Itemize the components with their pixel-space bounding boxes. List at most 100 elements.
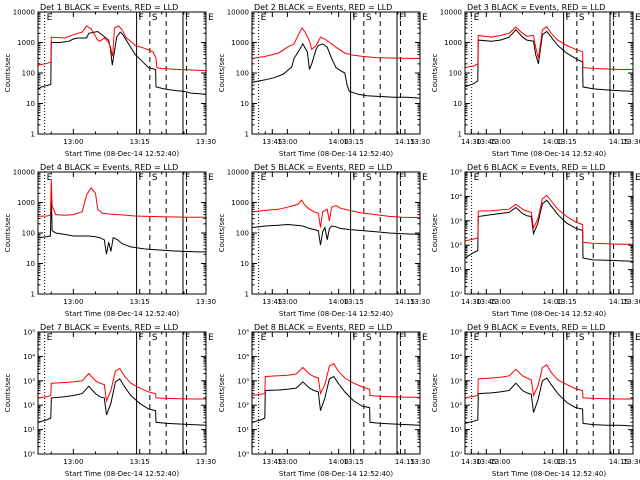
x-tick-label: 13:15 [130,458,150,466]
x-tick-label: 13:30 [196,458,216,466]
y-tick-label: 100 [22,230,35,238]
panel-title: Det 7 BLACK = Events, RED = LLD [40,323,178,332]
time-marker-label: E [47,333,53,343]
y-tick-label: 10⁰ [450,451,462,459]
y-tick-label: 10² [23,402,35,410]
chart-panel-det-5: Det 5 BLACK = Events, RED = LLD Counts/se… [218,163,629,318]
y-tick-label: 1000 [231,39,249,47]
x-axis-label: Start Time (08-Dec-14 12:52:40) [65,310,179,318]
series-events [252,223,420,246]
series-group [465,194,633,262]
x-tick-label: 13:30 [623,138,640,146]
series-group [252,26,420,99]
y-tick-label: 10⁴ [23,353,35,361]
time-marker-label: S [579,333,585,343]
plot-frame [251,11,421,135]
y-tick-label: 100 [236,70,249,78]
y-tick-label: 1000 [231,199,249,207]
y-tick-label: 10 [26,260,35,268]
series-events [38,193,206,255]
time-marker-label: E [208,173,214,183]
y-tick-label: 1000 [444,39,462,47]
series-group [465,364,633,427]
plot-frame [37,331,207,455]
panel-title: Det 9 BLACK = Events, RED = LLD [467,323,605,332]
y-tick-label: 10⁴ [450,353,462,361]
x-tick-label: 13:30 [410,298,430,306]
plot-frame [251,331,421,455]
x-tick-label: 14:00 [543,458,563,466]
time-marker-label: F [185,13,190,23]
series-group [38,25,206,95]
chart-panel-det-8: Det 8 BLACK = Events, RED = LLD Counts/se… [218,323,629,478]
series-group [465,25,633,92]
chart-panel-det-7: Det 7 BLACK = Events, RED = LLD Counts/se… [4,323,481,478]
x-axis-label: Start Time (08-Dec-14 12:52:40) [279,150,393,158]
time-marker-label: S [366,173,372,183]
chart-panel-det-4: Det 4 BLACK = Events, RED = LLD Counts/se… [4,163,481,318]
series-events [38,30,206,95]
y-axis-label: Counts/sec [431,374,439,413]
x-tick-label: 13:00 [490,298,510,306]
x-tick-label: 13:30 [410,138,430,146]
series-lld [465,364,633,400]
x-tick-label: 13:00 [63,458,83,466]
series-lld [465,25,633,70]
x-tick-label: 14:15 [395,298,415,306]
x-tick-label: 13:15 [344,458,364,466]
x-tick-label: 13:45 [262,298,282,306]
x-tick-label: 13:00 [277,458,297,466]
x-axis-label: Start Time (08-Dec-14 12:52:40) [492,310,606,318]
x-tick-label: 14:30 [461,138,481,146]
panel-title: Det 5 BLACK = Events, RED = LLD [254,163,392,172]
x-tick-label: 14:00 [329,458,349,466]
plot-frame [464,11,634,135]
x-tick-label: 13:00 [63,298,83,306]
y-tick-label: 10¹ [23,426,35,434]
x-tick-label: 13:30 [196,298,216,306]
y-tick-label: 10² [450,242,462,250]
y-tick-label: 10⁵ [450,169,462,177]
y-tick-label: 10⁵ [23,329,35,337]
time-marker-label: S [366,333,372,343]
time-marker-label: F [185,333,190,343]
time-marker-label: S [366,13,372,23]
y-tick-label: 1 [458,131,462,139]
y-tick-label: 1 [245,291,249,299]
y-tick-label: 10 [26,100,35,108]
time-marker-label: F [139,173,144,183]
x-tick-label: 13:15 [130,138,150,146]
y-tick-label: 1 [31,131,35,139]
x-axis-label: Start Time (08-Dec-14 12:52:40) [279,310,393,318]
time-marker-label: E [474,13,480,23]
x-tick-label: 14:15 [395,138,415,146]
series-group [38,179,206,255]
time-marker-label: E [635,173,640,183]
time-marker-label: F [612,173,617,183]
series-lld [38,25,206,72]
panel-title: Det 2 BLACK = Events, RED = LLD [254,3,392,12]
x-tick-label: 13:00 [277,298,297,306]
x-tick-label: 13:00 [63,138,83,146]
x-tick-label: 14:00 [543,138,563,146]
time-marker-label: E [261,333,267,343]
y-tick-label: 10000 [13,9,35,17]
chart-panel-det-1: Det 1 BLACK = Events, RED = LLD Counts/se… [4,3,481,158]
y-tick-label: 10² [450,402,462,410]
y-axis-label: Counts/sec [431,214,439,253]
panel-title: Det 8 BLACK = Events, RED = LLD [254,323,392,332]
time-marker-label: F [353,13,358,23]
y-tick-label: 10¹ [450,266,462,274]
time-marker-label: E [635,13,640,23]
x-tick-label: 13:45 [262,138,282,146]
x-tick-label: 14:15 [395,458,415,466]
y-tick-label: 10000 [227,9,249,17]
series-lld [38,179,206,218]
time-marker-label: F [566,173,571,183]
time-marker-label: F [399,13,404,23]
y-tick-label: 10 [453,100,462,108]
y-tick-label: 10⁵ [237,329,249,337]
y-tick-label: 1 [245,131,249,139]
x-tick-label: 13:00 [277,138,297,146]
time-marker-label: E [208,13,214,23]
